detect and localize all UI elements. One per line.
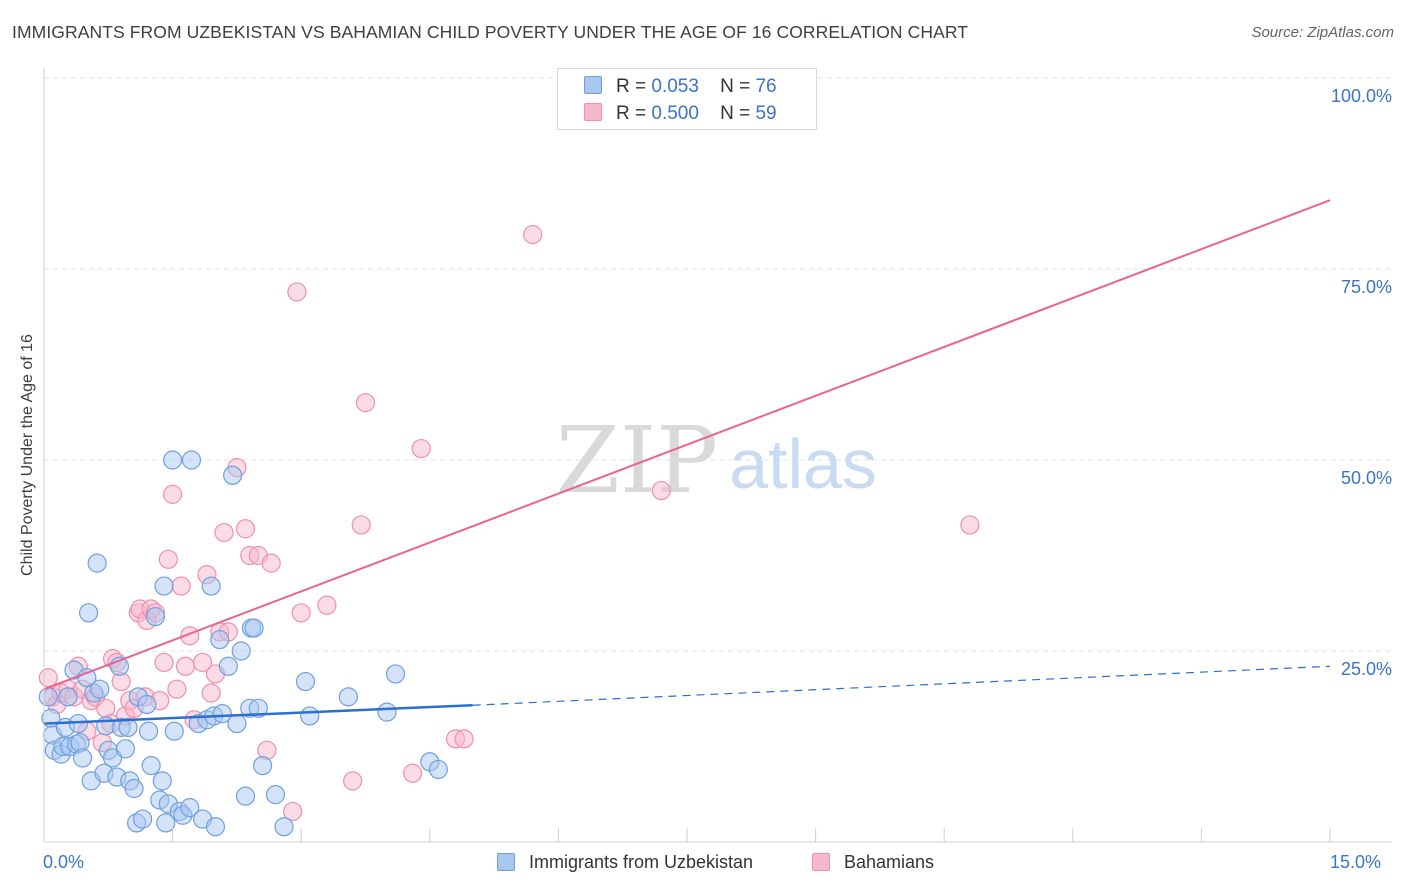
uzbekistan-point: [253, 755, 273, 776]
uzbekistan-point: [205, 817, 226, 837]
y-tick-label-100: 100.0%: [1330, 86, 1392, 106]
legend-swatch-uzbekistan: [584, 76, 602, 94]
bahamians-point: [154, 652, 174, 673]
uzbekistan-point: [180, 798, 200, 818]
uzbekistan-point: [428, 759, 448, 780]
uzbekistan-point: [223, 465, 243, 485]
uzbekistan-point: [163, 450, 183, 470]
uzbekistan-point: [118, 717, 138, 738]
watermark-zip: ZIP: [556, 407, 718, 514]
uzbekistan-point: [154, 576, 174, 596]
bahamians-point: [261, 553, 281, 573]
grid-lines: [44, 77, 1392, 652]
y-tick-label-75: 75.0%: [1340, 277, 1392, 297]
bahamians-point: [454, 729, 474, 749]
watermark: ZIP atlas: [556, 407, 877, 514]
bahamians-point: [214, 522, 234, 543]
uzbekistan-point: [181, 450, 202, 470]
uzbekistan-point: [137, 694, 157, 715]
uzbekistan-point: [124, 778, 144, 799]
uzbekistan-point: [274, 817, 294, 837]
uzbekistan-point: [210, 629, 230, 650]
uzbekistan-point: [164, 721, 184, 741]
uzbekistan-point: [300, 706, 320, 726]
bahamians-point: [287, 282, 307, 302]
uzbekistan-point: [87, 553, 107, 573]
source-label: Source: ZipAtlas.com: [1251, 24, 1394, 41]
uzbekistan-point: [156, 813, 176, 833]
x-tick-label-max: 15.0%: [1330, 852, 1382, 872]
series-uzbekistan: [38, 450, 448, 837]
bahamians-point: [523, 225, 543, 245]
legend-swatch-uzbekistan: [497, 853, 515, 871]
uzbekistan-point: [295, 671, 316, 692]
axes: [43, 68, 1392, 843]
legend-label-bahamians: Bahamians: [844, 852, 935, 872]
uzbekistan-point: [141, 755, 161, 776]
bahamians-point: [343, 771, 363, 791]
n-value: 59: [755, 103, 777, 124]
uzbekistan-point: [78, 603, 99, 623]
uzbekistan-point: [235, 786, 256, 806]
uzbekistan-point: [72, 748, 93, 768]
y-tick-label-50: 50.0%: [1340, 468, 1392, 488]
bahamians-point: [193, 652, 213, 673]
uzbekistan-point: [338, 687, 358, 707]
legend-swatch-bahamians: [584, 103, 602, 121]
legend-swatch-bahamians: [812, 853, 830, 871]
r-value: 0.053: [651, 76, 699, 97]
uzbekistan-point: [231, 641, 251, 661]
x-tick-label-min: 0.0%: [43, 852, 85, 872]
bahamians-point: [175, 656, 196, 676]
bahamians-point: [171, 576, 191, 596]
uzbekistan-point: [385, 664, 406, 684]
bahamians-point: [283, 801, 303, 822]
uzbekistan-point: [145, 607, 166, 627]
y-tick-label-25: 25.0%: [1340, 659, 1392, 679]
uzbekistan-point: [152, 771, 172, 791]
bahamians-point: [158, 549, 178, 569]
legend-label-uzbekistan: Immigrants from Uzbekistan: [529, 852, 754, 872]
uzbekistan-point: [248, 698, 268, 718]
bahamians-point: [291, 603, 311, 623]
uzbekistan-point: [244, 618, 264, 638]
n-label: N =: [720, 103, 751, 124]
uzbekistan-point: [201, 576, 221, 596]
bahamians-point: [38, 668, 58, 688]
uzbekistan-point: [115, 739, 136, 759]
r-label: R =: [616, 103, 647, 124]
uzbekistan-point: [138, 721, 159, 741]
bahamians-point: [167, 679, 187, 699]
bahamians-point: [960, 515, 980, 535]
trend-lines: [43, 199, 1331, 725]
uzbekistan-point: [218, 656, 238, 676]
n-value: 76: [755, 76, 777, 97]
uzbekistan-point: [38, 687, 58, 707]
r-value: 0.500: [651, 103, 699, 124]
chart-title: IMMIGRANTS FROM UZBEKISTAN VS BAHAMIAN C…: [12, 22, 969, 42]
bahamians-point: [235, 519, 256, 539]
uzbekistan-point: [377, 702, 397, 722]
uzbekistan-point: [58, 687, 78, 707]
bahamians-point: [355, 393, 376, 413]
uzbekistan-point: [132, 809, 153, 829]
uzbekistan-trend-line: [43, 703, 473, 725]
uzbekistan-trend-extension: [472, 665, 1331, 706]
bahamians-point: [403, 763, 423, 783]
uzbekistan-point: [265, 785, 286, 805]
bahamians-point: [351, 515, 371, 535]
uzbekistan-point: [212, 704, 232, 724]
bahamians-trend-line: [43, 199, 1331, 691]
bahamians-point: [163, 484, 183, 504]
uzbekistan-point: [90, 679, 110, 699]
r-label: R =: [616, 76, 647, 97]
bahamians-point: [201, 683, 221, 703]
bahamians-point: [317, 595, 337, 615]
watermark-atlas: atlas: [729, 425, 877, 503]
n-label: N =: [720, 76, 751, 97]
bahamians-point: [651, 480, 671, 501]
bahamians-point: [411, 438, 431, 459]
correlation-legend: R = 0.053 N = 76 R = 0.500 N = 59: [557, 68, 817, 130]
